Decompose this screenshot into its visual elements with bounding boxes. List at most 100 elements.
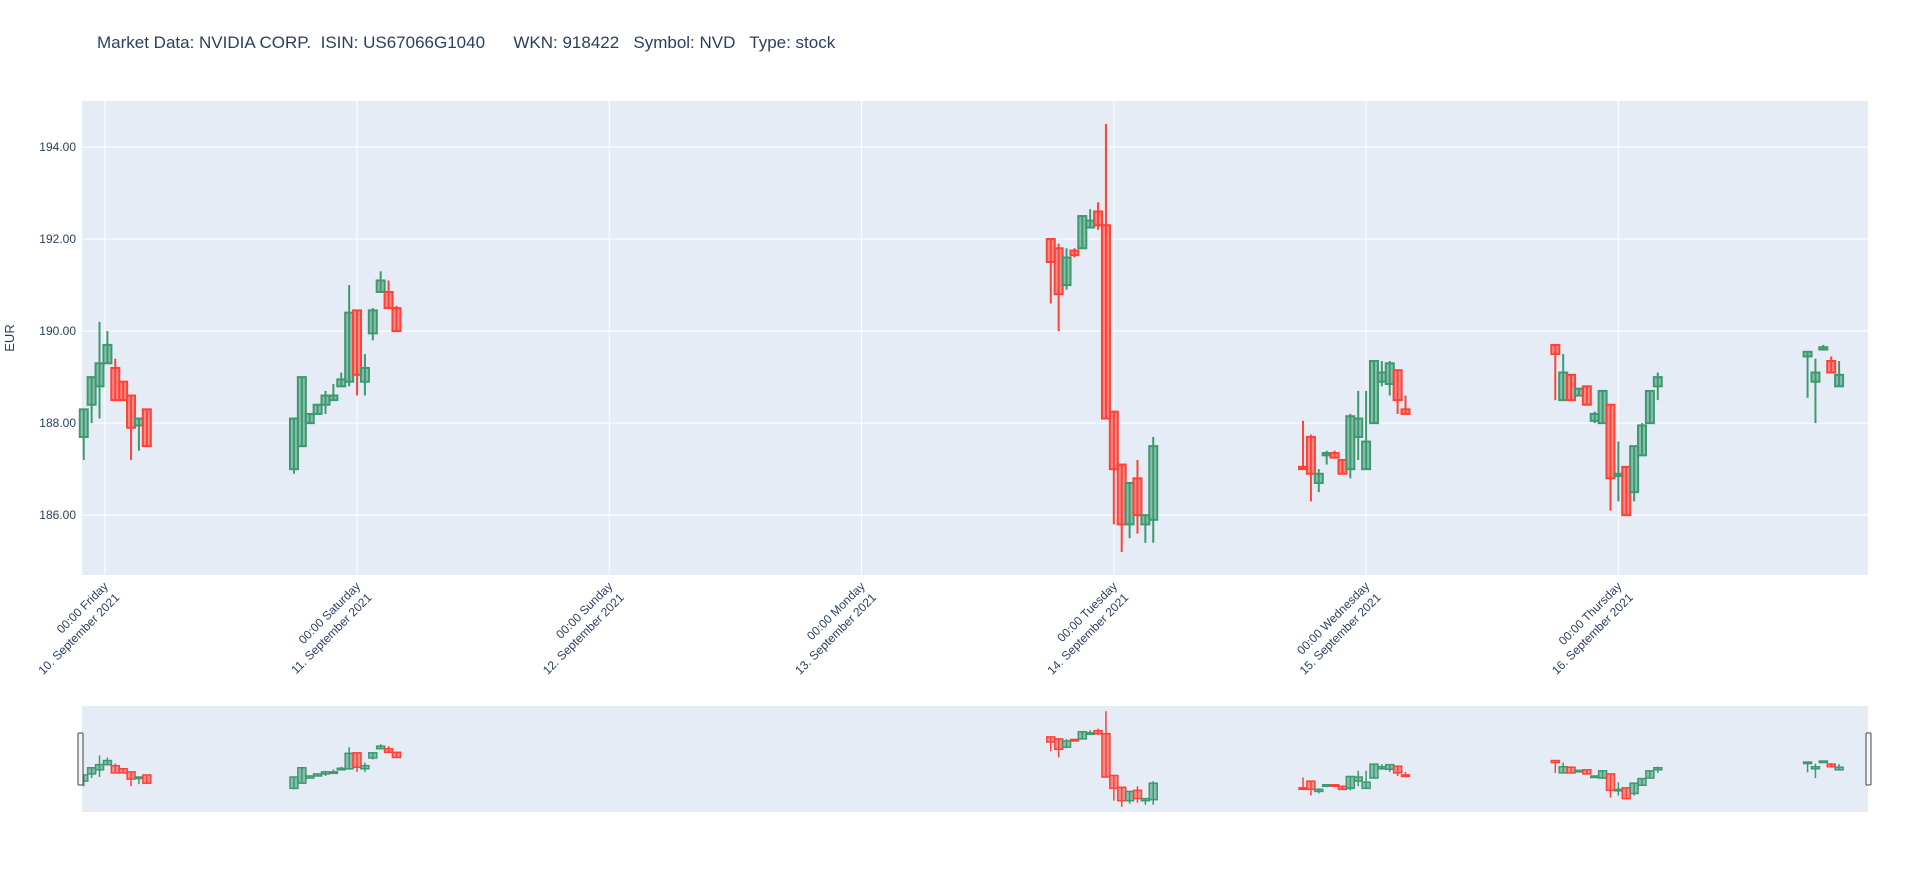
candle-body [1573,387,1584,397]
slider-candle [360,762,370,772]
main-plot-background [82,101,1868,575]
candle [375,271,386,293]
candles [78,124,1845,552]
candle-body [1550,343,1561,356]
candle-body [1834,373,1845,388]
slider-candle-body [1085,732,1095,736]
candle-body [1613,472,1624,478]
candle [86,376,97,424]
y-tick-label: 190.00 [39,324,76,338]
slider-candle-body [126,771,136,780]
candle-body [1313,472,1324,484]
rangeslider-background[interactable] [82,706,1868,812]
candle-body [1069,249,1080,257]
candle [1132,459,1143,534]
candle-body [312,403,323,415]
slider-candle [1392,765,1403,776]
candle [141,408,152,448]
slider-candle [1810,763,1821,779]
slider-candle-body [1574,769,1584,773]
slider-candle [383,746,394,754]
candle-body [118,380,129,402]
candle-body [1802,350,1813,358]
slider-candle-body [375,745,386,750]
slider-candle-body [352,752,362,768]
candle-body [296,376,307,448]
slider-candle-body [1645,770,1655,779]
candle [1337,458,1348,475]
y-axis-title: EUR [2,324,17,351]
slider-candle-body [1637,777,1647,786]
candle-body [1818,346,1829,351]
slider-candle-body [1053,738,1064,750]
candle-body [110,366,121,402]
slider-candle-body [1116,786,1127,802]
slider-candle-body [1550,759,1561,764]
candle [288,417,299,474]
slider-candle-body [1384,763,1395,771]
candle-body [391,307,402,333]
slider-candle-body [1093,729,1103,735]
candle-body [1077,215,1088,250]
candle [1802,350,1813,398]
slider-candle [1148,781,1158,805]
candle-body [1140,514,1151,526]
slider-candle-body [110,764,121,774]
slider-candle [1132,786,1143,803]
candle-body [1061,256,1072,287]
candle [78,408,89,460]
candle-body [367,309,378,335]
rangeslider-right-handle[interactable] [1865,732,1872,786]
candle-body [1329,452,1340,459]
rangeslider-left-handle[interactable] [77,732,84,786]
slider-candle-body [1629,782,1639,795]
candle [1652,372,1663,401]
candle [296,376,307,448]
slider-candle-body [1329,783,1340,787]
slider-candle-body [1582,769,1592,775]
candle-body [1826,360,1837,374]
y-axis-ticks: 186.00 188.00 190.00 192.00 194.00 [39,140,76,522]
candle-body [1124,481,1135,526]
slider-candle [1061,738,1072,749]
slider-candle [1574,769,1584,773]
candle [1093,202,1104,230]
candle-body [1053,247,1064,296]
candle [102,331,113,365]
y-tick-label: 188.00 [39,416,76,430]
slider-candle [1653,766,1663,773]
slider-candle [1645,770,1655,779]
slider-candle [1069,738,1080,742]
candle [1573,387,1584,397]
candle-body [352,309,363,376]
slider-candle-body [1377,765,1387,770]
candle [1597,389,1608,425]
y-tick-label: 194.00 [39,140,76,154]
slider-candle-body [1148,782,1158,801]
candle-body [1810,371,1821,383]
candle [383,280,394,310]
slider-candle-body [118,768,128,774]
slider-candle [1109,774,1119,801]
y-tick-label: 192.00 [39,232,76,246]
candle [1368,360,1379,425]
candle [1621,465,1632,517]
candle-body [1589,412,1600,422]
candle-body [336,378,347,388]
candle [1329,450,1340,459]
slider-candle-body [383,747,394,754]
slider-candle-body [1613,788,1624,792]
slider-candle [1629,782,1639,796]
candle-body [1132,477,1143,517]
slider-candle [289,776,299,790]
slider-candle [1605,773,1616,798]
slider-candle [1306,780,1316,796]
gridlines [82,101,1868,575]
candle-body [1558,371,1569,402]
slider-candle-body [368,752,378,759]
